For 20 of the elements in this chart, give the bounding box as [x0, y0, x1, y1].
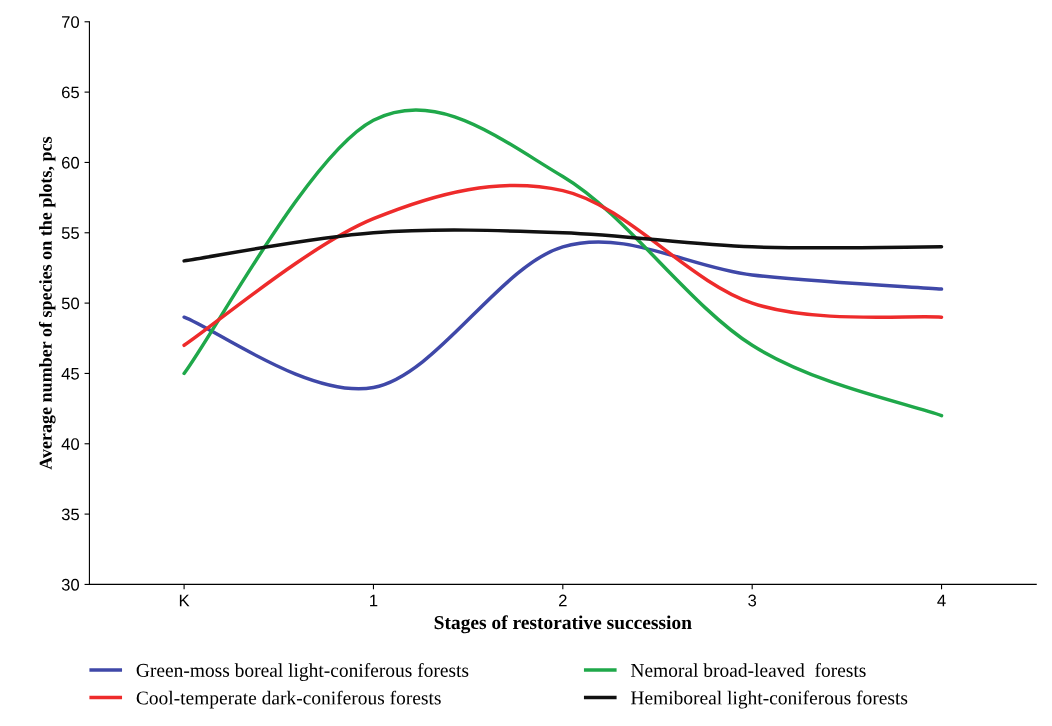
- x-axis-title: Stages of restorative succession: [434, 615, 692, 634]
- y-tick-label: 40: [61, 438, 80, 450]
- legend-label: Green-moss boreal light-coniferous forests: [136, 663, 469, 681]
- y-axis-title: Average number of species on the plots, pcs: [38, 136, 56, 470]
- x-tick-label: K: [179, 594, 190, 607]
- x-tick-label: 2: [559, 594, 567, 607]
- legend-label: Hemiboreal light-coniferous forests: [630, 690, 908, 709]
- y-tick-label: 35: [61, 508, 79, 521]
- x-tick-label: 1: [370, 594, 378, 607]
- y-tick-label: 65: [62, 86, 79, 99]
- y-tick-label: 50: [61, 297, 80, 310]
- y-tick-label: 60: [62, 156, 80, 169]
- y-tick-label: 70: [62, 16, 80, 28]
- x-tick-label: 3: [748, 594, 757, 607]
- legend-label: Nemoral broad-leaved forests: [630, 663, 866, 677]
- y-tick-label: 55: [61, 227, 79, 239]
- legend-label: Cool-temperate dark-coniferous forests: [136, 690, 441, 709]
- x-tick-label: 4: [937, 594, 946, 607]
- y-tick-label: 30: [61, 578, 80, 591]
- y-tick-label: 45: [61, 368, 79, 380]
